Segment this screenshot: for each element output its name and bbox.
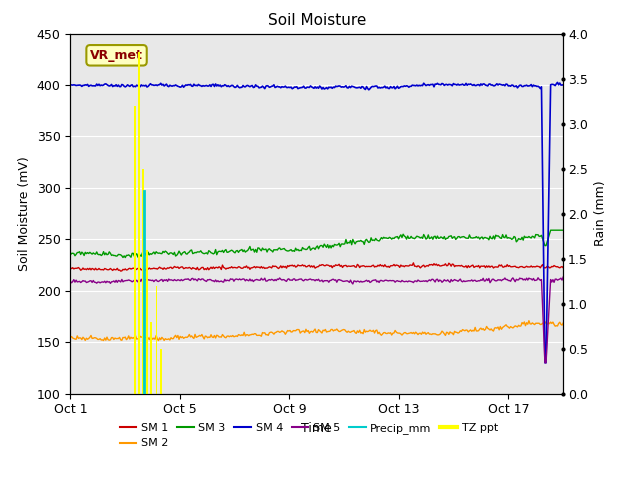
Bar (142, 168, 144, 394)
Title: Soil Moisture: Soil Moisture (268, 13, 366, 28)
Text: VR_met: VR_met (90, 49, 143, 62)
Bar (138, 51, 140, 394)
Y-axis label: Rain (mm): Rain (mm) (594, 181, 607, 246)
Bar (150, 322, 152, 394)
Bar (156, 286, 157, 394)
Bar (146, 250, 148, 394)
Bar (160, 348, 161, 394)
X-axis label: Time: Time (301, 422, 332, 435)
Bar (134, 106, 136, 394)
Legend: SM 1, SM 2, SM 3, SM 4, SM 5, Precip_mm, TZ ppt: SM 1, SM 2, SM 3, SM 4, SM 5, Precip_mm,… (115, 419, 502, 453)
Y-axis label: Soil Moisture (mV): Soil Moisture (mV) (19, 156, 31, 271)
